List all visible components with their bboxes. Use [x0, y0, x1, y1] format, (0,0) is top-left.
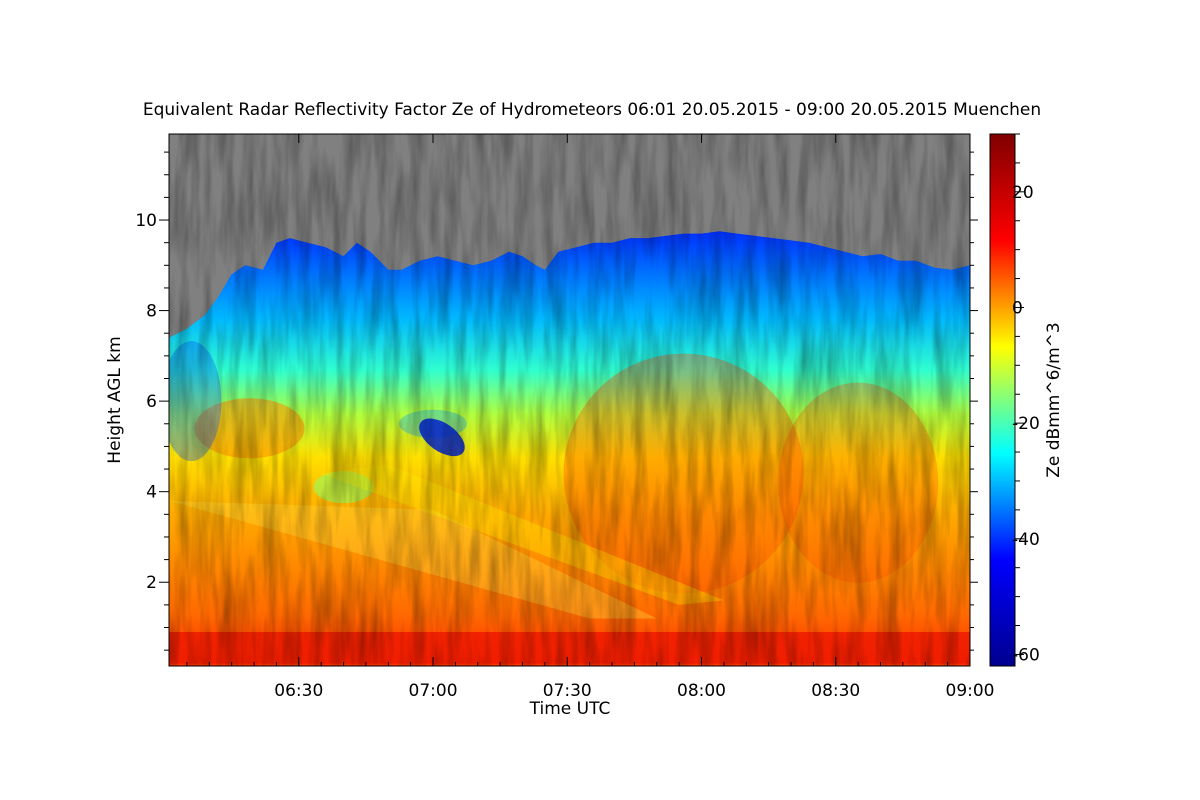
colorbar-tick-label: -20 — [1012, 414, 1040, 434]
x-tick-label: 07:00 — [409, 681, 458, 701]
colorbar-label: Ze dBmm^6/m^3 — [1044, 322, 1064, 478]
colorbar-tick-label: -60 — [1012, 645, 1040, 665]
colorbar-tick-label: 0 — [1012, 298, 1023, 318]
plot-frame — [168, 133, 971, 667]
y-axis-label: Height AGL km — [105, 336, 125, 463]
y-axis: 2 4 6 8 10 — [135, 151, 978, 651]
colorbar-scale — [989, 133, 1016, 667]
x-tick-label: 08:30 — [811, 681, 860, 701]
plot-area: 06:30 07:00 07:30 08:00 08:30 09:00 2 4 6 8 10 — [135, 133, 995, 701]
colorbar: 20 0 -20 -40 -60 Ze dBmm^6/m^3 — [989, 133, 1064, 667]
y-tick-label: 2 — [146, 573, 157, 593]
x-tick-label: 09:00 — [946, 681, 995, 701]
chart-title: Equivalent Radar Reflectivity Factor Ze … — [143, 100, 1041, 120]
colorbar-ticks: 20 0 -20 -40 -60 — [1012, 133, 1040, 665]
y-tick-label: 10 — [135, 211, 157, 231]
x-axis: 06:30 07:00 07:30 08:00 08:30 09:00 — [186, 134, 995, 701]
x-tick-label: 06:30 — [274, 681, 323, 701]
x-tick-label: 08:00 — [677, 681, 726, 701]
y-tick-label: 8 — [146, 302, 157, 322]
colorbar-tick-label: -40 — [1012, 530, 1040, 550]
fall-streak-texture — [169, 134, 970, 666]
x-tick-label: 07:30 — [543, 681, 592, 701]
colorbar-tick-label: 20 — [1012, 183, 1034, 203]
x-axis-label: Time UTC — [529, 699, 611, 719]
y-tick-label: 6 — [146, 392, 157, 412]
y-tick-label: 4 — [146, 483, 157, 503]
reflectivity-field — [169, 134, 970, 666]
